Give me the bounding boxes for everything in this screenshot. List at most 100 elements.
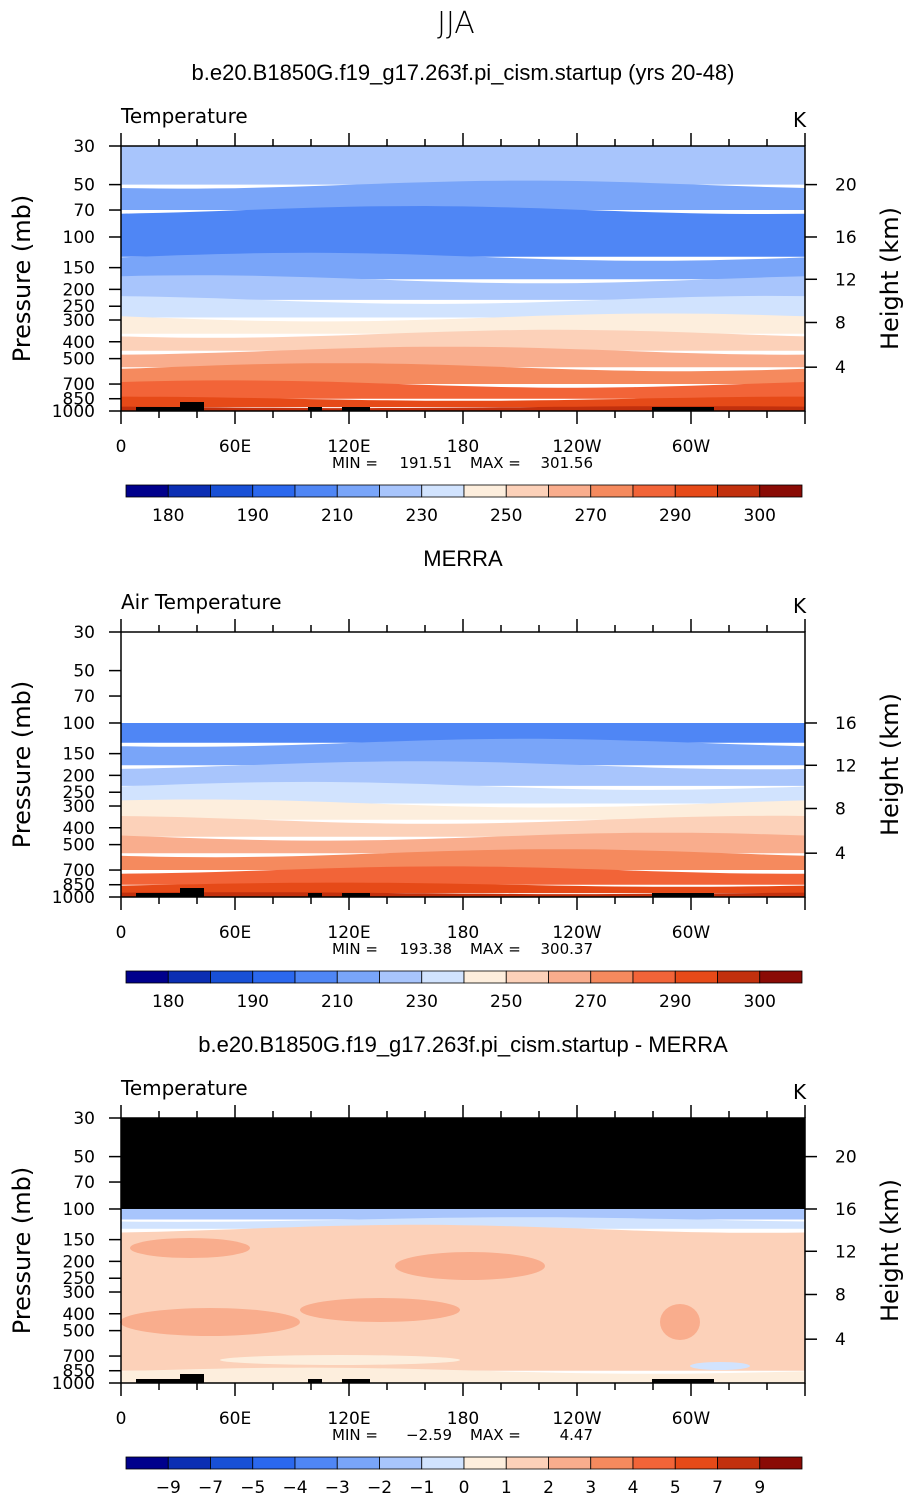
colorbar-swatch [463,1456,507,1470]
y-tick-label: 200 [63,1252,95,1272]
y-tick-label: 1000 [52,402,95,422]
anomaly-blob [660,1304,700,1340]
x-tick-label: 60W [672,1409,711,1429]
masked-region [121,1118,805,1209]
contour-band [121,206,805,257]
colorbar-swatch [379,970,423,984]
y-tick-label: 1000 [52,1374,95,1394]
y-tick-label: 300 [63,797,95,817]
min-value: 193.38 [400,940,453,958]
colorbar-label: 270 [575,992,607,1012]
y-tick-label: 500 [63,836,95,856]
topography [136,1379,196,1383]
y-tick-label: 30 [73,623,95,643]
variable-label: Air Temperature [121,590,282,614]
colorbar-label: 7 [712,1478,723,1493]
colorbar-label: 210 [321,992,353,1012]
min-label: MIN = [332,940,378,958]
y2-tick-label: 12 [835,270,857,290]
contour-band [121,866,805,885]
y-tick-label: 100 [63,1200,95,1220]
x-tick-label: 120E [327,437,370,457]
y-tick-label: 300 [63,1283,95,1303]
panel-title: b.e20.B1850G.f19_g17.263f.pi_cism.startu… [198,1032,728,1057]
y-tick-label: 700 [63,375,95,395]
y-tick-label: 70 [73,687,95,707]
colorbar-swatch [632,1456,676,1470]
colorbar-label: 190 [237,992,269,1012]
contour-band [121,146,805,185]
y2-tick-label: 4 [835,1330,846,1350]
topography [652,893,714,897]
colorbar-swatch [674,970,718,984]
colorbar-label: 290 [659,506,691,526]
contour-band [121,346,805,368]
contour-band [121,329,805,351]
y-axis-title: Pressure (mb) [8,681,36,848]
colorbar-swatch [379,484,423,498]
colorbar-swatch [294,1456,338,1470]
contour-band [121,781,805,804]
colorbar-label: 290 [659,992,691,1012]
y-axis-title: Pressure (mb) [8,195,36,362]
topography [180,1374,204,1383]
x-tick-label: 60E [219,923,251,943]
anomaly-blob [395,1252,545,1280]
colorbar-label: 190 [237,506,269,526]
y-tick-label: 850 [63,390,95,410]
topography [342,1379,370,1383]
contour-band [121,1217,805,1229]
y2-tick-label: 4 [835,358,846,378]
y2-tick-label: 16 [835,1200,857,1220]
colorbar-swatch [632,970,676,984]
colorbar-swatch [759,484,803,498]
min-label: MIN = [332,1426,378,1444]
anomaly-blob [220,1355,460,1365]
topography [652,407,714,411]
contour-band [121,406,805,411]
colorbar-swatch [632,484,676,498]
contour-band [121,882,805,894]
min-value: −2.59 [406,1426,452,1444]
topography [180,402,204,411]
y-tick-label: 100 [63,228,95,248]
units-label: K [793,594,807,618]
x-tick-label: 60W [672,437,711,457]
colorbar-label: −1 [409,1478,434,1493]
colorbar-swatch [505,970,549,984]
topography [308,1379,322,1383]
y-tick-label: 50 [73,176,95,196]
chart-panel-3: b.e20.B1850G.f19_g17.263f.pi_cism.startu… [8,1032,904,1493]
y-tick-label: 850 [63,1362,95,1382]
y2-axis-title: Height (km) [876,207,904,350]
y-tick-label: 700 [63,861,95,881]
colorbar-swatch [505,1456,549,1470]
x-tick-label: 120W [552,437,601,457]
contour-band [121,1367,805,1383]
colorbar-label: 2 [543,1478,554,1493]
colorbar-label: −2 [367,1478,392,1493]
y2-tick-label: 12 [835,1242,857,1262]
colorbar-label: 0 [459,1478,470,1493]
x-tick-label: 180 [447,923,479,943]
colorbar-swatch [505,484,549,498]
anomaly-blob [120,1308,300,1336]
colorbar-label: 4 [628,1478,639,1493]
topography [180,888,204,897]
panel-title: MERRA [423,546,503,571]
colorbar-swatch [463,484,507,498]
max-label: MAX = [470,940,521,958]
anomaly-blob [130,1238,250,1258]
colorbar-label: 230 [406,992,438,1012]
colorbar-swatch [421,1456,465,1470]
colorbar-label: −3 [325,1478,350,1493]
topography [308,893,322,897]
y2-tick-label: 12 [835,756,857,776]
contour-band [121,849,805,870]
y-tick-label: 1000 [52,888,95,908]
topography [136,407,196,411]
contour-band [121,380,805,399]
contour-band [121,832,805,854]
min-label: MIN = [332,454,378,472]
topography [652,1379,714,1383]
